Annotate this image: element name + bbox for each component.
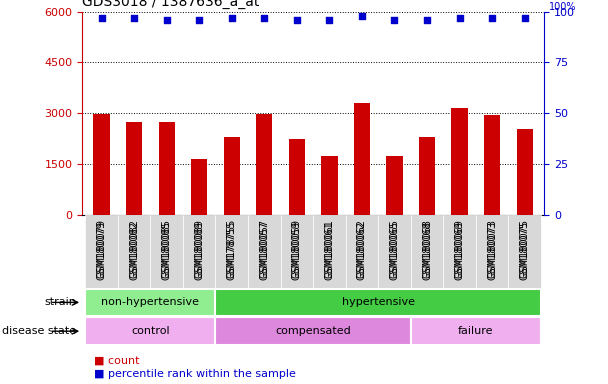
Bar bbox=[280, 215, 313, 288]
Text: GDS3018 / 1387636_a_at: GDS3018 / 1387636_a_at bbox=[82, 0, 260, 9]
Bar bbox=[451, 108, 468, 215]
Text: GSM180089: GSM180089 bbox=[194, 221, 204, 280]
Text: ■ percentile rank within the sample: ■ percentile rank within the sample bbox=[94, 369, 296, 379]
Text: ■ count: ■ count bbox=[94, 355, 140, 365]
Text: GSM180069: GSM180069 bbox=[455, 221, 465, 280]
Text: GSM180065: GSM180065 bbox=[390, 221, 399, 280]
Text: GSM180068: GSM180068 bbox=[422, 219, 432, 278]
Text: failure: failure bbox=[458, 326, 494, 336]
Text: hypertensive: hypertensive bbox=[342, 297, 415, 308]
Point bbox=[130, 15, 139, 21]
Bar bbox=[289, 139, 305, 215]
Bar bbox=[118, 215, 150, 288]
Point bbox=[325, 17, 334, 23]
Bar bbox=[256, 114, 272, 215]
Bar bbox=[443, 215, 476, 288]
Text: GSM180061: GSM180061 bbox=[325, 219, 334, 278]
Text: GSM180065: GSM180065 bbox=[390, 219, 399, 278]
Bar bbox=[215, 215, 248, 288]
Bar bbox=[126, 122, 142, 215]
Point bbox=[520, 15, 530, 21]
Bar bbox=[150, 215, 183, 288]
Text: GSM180075: GSM180075 bbox=[520, 219, 530, 278]
Point bbox=[487, 15, 497, 21]
Text: GSM180057: GSM180057 bbox=[259, 221, 269, 280]
Point bbox=[455, 15, 465, 21]
Bar bbox=[476, 215, 508, 288]
Point bbox=[260, 15, 269, 21]
Point bbox=[195, 17, 204, 23]
Bar bbox=[159, 122, 175, 215]
Bar bbox=[386, 156, 402, 215]
Text: GSM178755: GSM178755 bbox=[227, 219, 237, 278]
Bar bbox=[85, 317, 215, 345]
Point bbox=[292, 17, 302, 23]
Bar bbox=[517, 129, 533, 215]
Text: GSM180073: GSM180073 bbox=[487, 219, 497, 278]
Text: disease state: disease state bbox=[2, 326, 76, 336]
Text: GSM180075: GSM180075 bbox=[520, 221, 530, 280]
Bar bbox=[484, 115, 500, 215]
Text: GSM180082: GSM180082 bbox=[129, 221, 139, 280]
Text: GSM180085: GSM180085 bbox=[162, 221, 171, 280]
Bar bbox=[346, 215, 378, 288]
Text: compensated: compensated bbox=[275, 326, 351, 336]
Text: control: control bbox=[131, 326, 170, 336]
Text: GSM180068: GSM180068 bbox=[422, 221, 432, 280]
Text: GSM180085: GSM180085 bbox=[162, 219, 171, 278]
Text: GSM180079: GSM180079 bbox=[97, 219, 106, 278]
Point bbox=[422, 17, 432, 23]
Bar bbox=[94, 114, 109, 215]
Point bbox=[390, 17, 399, 23]
Text: GSM180069: GSM180069 bbox=[455, 219, 465, 278]
Bar bbox=[215, 317, 411, 345]
Point bbox=[97, 15, 106, 21]
Bar bbox=[378, 215, 411, 288]
Text: GSM180082: GSM180082 bbox=[129, 219, 139, 278]
Point bbox=[227, 15, 237, 21]
Bar bbox=[183, 215, 215, 288]
Bar bbox=[411, 317, 541, 345]
Text: GSM180057: GSM180057 bbox=[259, 219, 269, 278]
Text: GSM180073: GSM180073 bbox=[487, 221, 497, 280]
Text: GSM178755: GSM178755 bbox=[227, 221, 237, 280]
Text: strain: strain bbox=[44, 297, 76, 308]
Bar bbox=[419, 137, 435, 215]
Bar bbox=[354, 103, 370, 215]
Bar bbox=[85, 289, 215, 316]
Bar bbox=[248, 215, 280, 288]
Text: GSM180059: GSM180059 bbox=[292, 221, 302, 280]
Text: 100%: 100% bbox=[549, 2, 576, 12]
Text: GSM180062: GSM180062 bbox=[357, 221, 367, 280]
Bar bbox=[224, 137, 240, 215]
Text: GSM180059: GSM180059 bbox=[292, 219, 302, 278]
Bar bbox=[508, 215, 541, 288]
Bar bbox=[321, 156, 337, 215]
Bar bbox=[313, 215, 346, 288]
Text: GSM180061: GSM180061 bbox=[325, 221, 334, 280]
Bar bbox=[215, 289, 541, 316]
Bar bbox=[411, 215, 443, 288]
Point bbox=[162, 17, 171, 23]
Text: GSM180079: GSM180079 bbox=[97, 221, 106, 280]
Point bbox=[357, 13, 367, 19]
Text: non-hypertensive: non-hypertensive bbox=[102, 297, 199, 308]
Bar bbox=[191, 159, 207, 215]
Bar bbox=[85, 215, 118, 288]
Text: GSM180089: GSM180089 bbox=[194, 219, 204, 278]
Text: GSM180062: GSM180062 bbox=[357, 219, 367, 278]
